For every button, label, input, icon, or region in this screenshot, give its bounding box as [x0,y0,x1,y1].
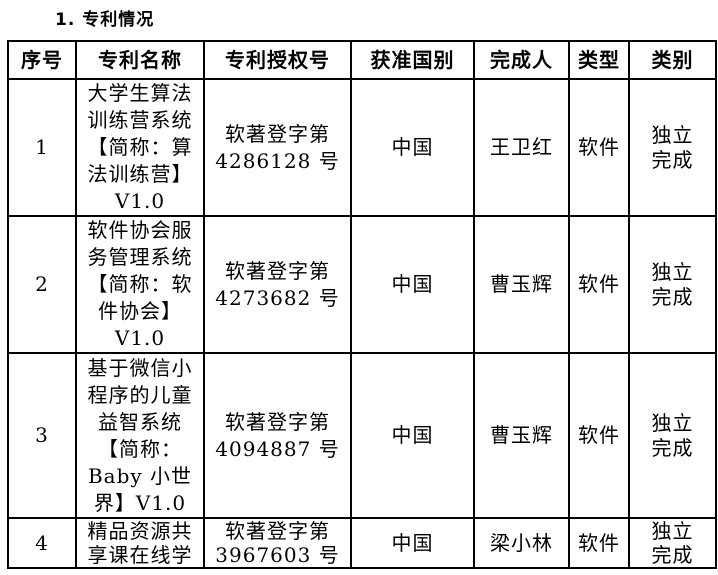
header-row: 序号 专利名称 专利授权号 获准国别 完成人 类型 类别 [7,40,717,80]
cell-country: 中国 [350,215,475,354]
header-patent-name: 专利名称 [75,40,205,80]
cell-completer: 曹玉辉 [473,215,570,354]
header-category: 类别 [628,40,717,80]
cell-country: 中国 [350,517,475,569]
cell-completer: 梁小林 [473,517,570,569]
cell-grant-number: 软著登字第 4273682 号 [203,215,352,354]
table-row: 4 精品资源共 享课在线学 软著登字第 3967603 号 中国 梁小林 软件 … [7,517,717,569]
header-completer: 完成人 [473,40,570,80]
cell-patent-name: 软件协会服 务管理系统 【简称：软 件协会】 V1.0 [75,215,205,354]
cell-serial: 4 [7,517,77,569]
cell-country: 中国 [350,352,475,519]
header-type: 类型 [568,40,630,80]
cell-completer: 王卫红 [473,78,570,217]
cell-type: 软件 [568,352,630,519]
table-row: 3 基于微信小 程序的儿童 益智系统 【简称： Baby 小世 界】V1.0 软… [7,352,717,519]
cell-type: 软件 [568,78,630,217]
cell-grant-number: 软著登字第 3967603 号 [203,517,352,569]
header-country: 获准国别 [350,40,475,80]
cell-category: 独立 完成 [628,78,717,217]
cell-patent-name: 大学生算法 训练营系统 【简称：算 法训练营】 V1.0 [75,78,205,217]
cell-patent-name: 基于微信小 程序的儿童 益智系统 【简称： Baby 小世 界】V1.0 [75,352,205,519]
header-grant-number: 专利授权号 [203,40,352,80]
cell-type: 软件 [568,517,630,569]
cell-completer: 曹玉辉 [473,352,570,519]
patent-table: 序号 专利名称 专利授权号 获准国别 完成人 类型 类别 1 大学生算法 训练营… [7,40,717,569]
header-serial: 序号 [7,40,77,80]
cell-type: 软件 [568,215,630,354]
section-title: 1. 专利情况 [55,10,155,30]
cell-serial: 3 [7,352,77,519]
table-row: 1 大学生算法 训练营系统 【简称：算 法训练营】 V1.0 软著登字第 428… [7,78,717,217]
cell-serial: 2 [7,215,77,354]
cell-serial: 1 [7,78,77,217]
table-row: 2 软件协会服 务管理系统 【简称：软 件协会】 V1.0 软著登字第 4273… [7,215,717,354]
cell-patent-name: 精品资源共 享课在线学 [75,517,205,569]
cell-category: 独立 完成 [628,517,717,569]
cell-category: 独立 完成 [628,215,717,354]
cell-country: 中国 [350,78,475,217]
cell-grant-number: 软著登字第 4094887 号 [203,352,352,519]
cell-category: 独立 完成 [628,352,717,519]
cell-grant-number: 软著登字第 4286128 号 [203,78,352,217]
